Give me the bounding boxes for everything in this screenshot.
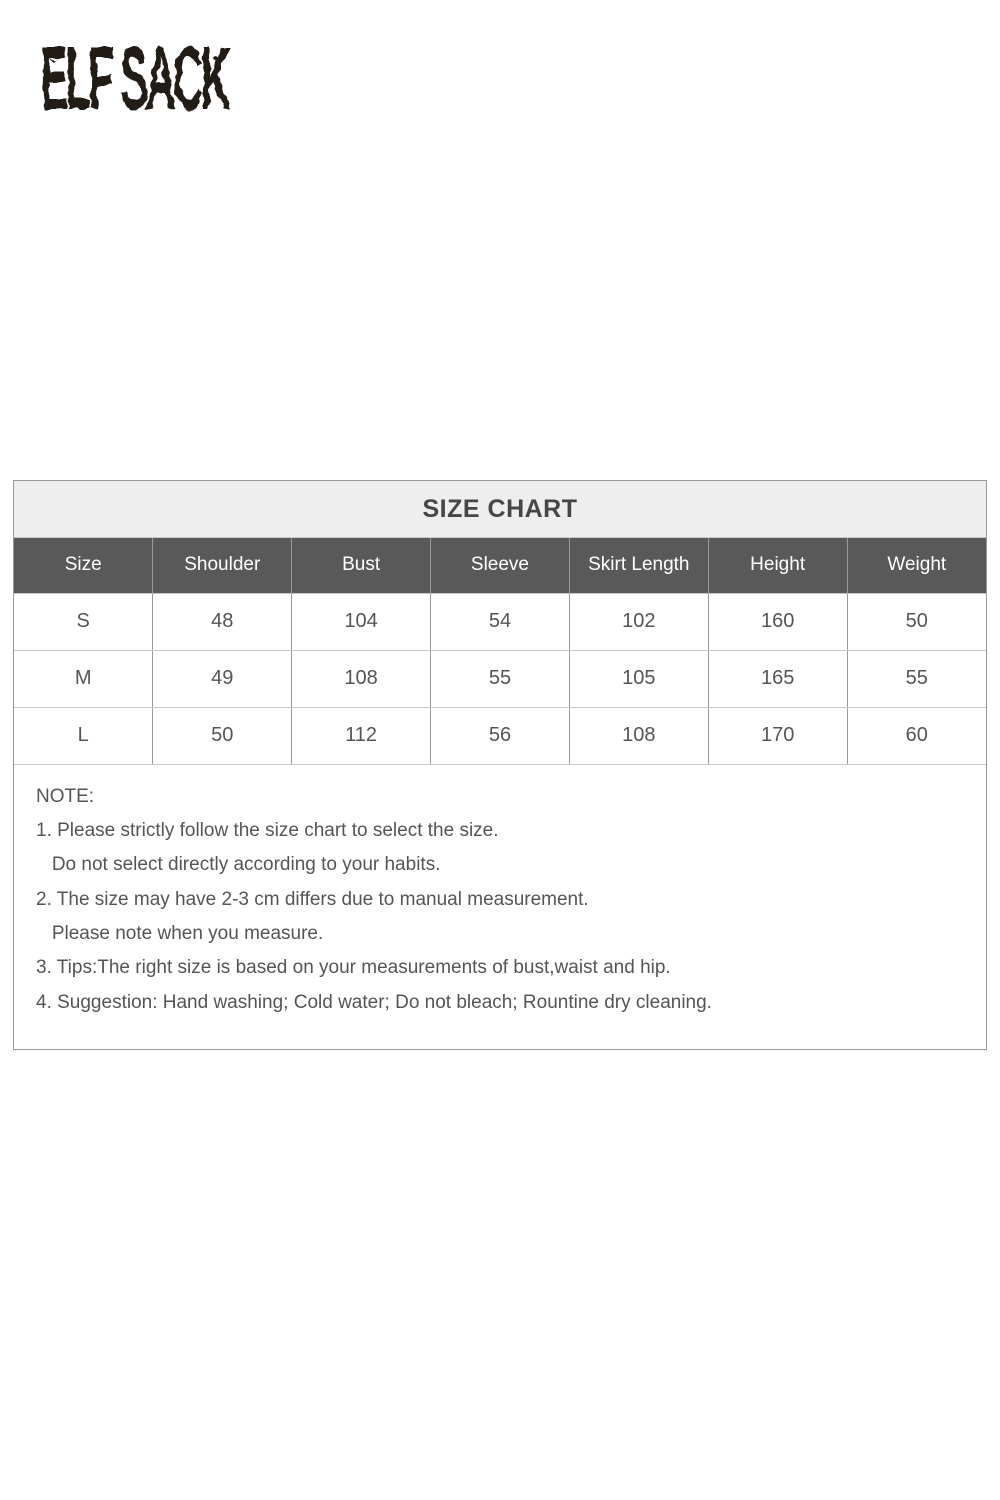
svg-text:ELF SACK: ELF SACK xyxy=(40,32,231,122)
